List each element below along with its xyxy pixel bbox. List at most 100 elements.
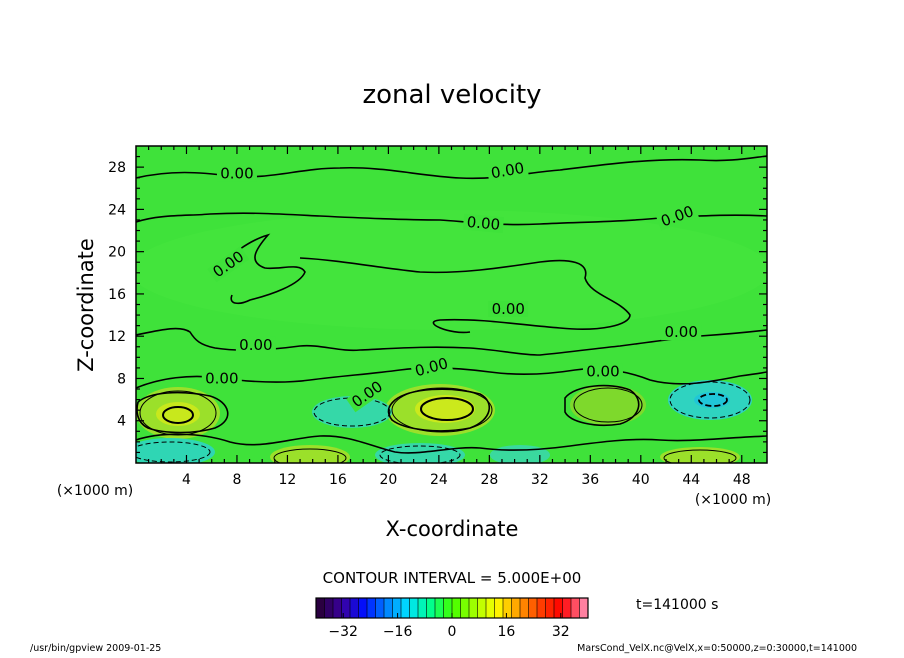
strong-contour — [420, 397, 474, 421]
contour-label: 0.00 — [490, 159, 526, 183]
colorbar-segment — [426, 598, 436, 618]
positive-contour — [139, 390, 217, 436]
x-tick-label: 20 — [379, 472, 397, 488]
colorbar-segment — [341, 598, 351, 618]
colorbar-segment — [520, 598, 529, 618]
colorbar-tick-label: −32 — [328, 624, 358, 640]
contour-label-bg — [201, 370, 242, 387]
colorbar-tick-label: 32 — [552, 624, 570, 640]
contour-line — [136, 391, 229, 434]
dashed-contour — [379, 445, 461, 463]
colorbar-tick-label: 16 — [497, 624, 515, 640]
contour-label-group: 0.00 — [488, 300, 529, 318]
colorbar-segment — [401, 598, 410, 618]
contour-label-bg — [661, 324, 702, 341]
negative-cell — [312, 396, 392, 428]
contour-label-group: 0.00 — [201, 370, 242, 388]
positive-contour — [573, 387, 643, 423]
y-tick-label: 16 — [108, 287, 126, 303]
y-unit-label: (×1000 m) — [57, 483, 133, 499]
contour-label-group: 0.00 — [235, 336, 276, 354]
contour-label-group: 0.00 — [486, 159, 529, 183]
colorbar-segment — [443, 598, 453, 618]
x-tick-label: 24 — [430, 472, 448, 488]
colorbar-segment — [384, 598, 393, 618]
positive-contour — [663, 449, 737, 463]
x-tick-label: 44 — [682, 472, 700, 488]
contour-label-bg — [486, 159, 529, 182]
colorbar-segment — [435, 598, 444, 618]
colorbar-segment — [554, 598, 563, 618]
contour-label-group: 0.00 — [582, 362, 623, 380]
colorbar-segment — [367, 598, 376, 618]
contour-label: 0.00 — [205, 370, 238, 388]
contour-label-bg — [410, 354, 453, 381]
colorbar-segment — [392, 598, 402, 618]
y-tick-label: 12 — [108, 329, 126, 345]
positive-contour — [391, 387, 493, 433]
time-label: t=141000 s — [636, 597, 718, 613]
chart-title: zonal velocity — [362, 80, 541, 110]
colorbar-segment — [316, 598, 325, 618]
x-tick-label: 40 — [632, 472, 650, 488]
contour-label-bg — [346, 376, 389, 413]
x-tick-label: 32 — [531, 472, 549, 488]
positive-contours — [139, 387, 737, 463]
x-unit-label: (×1000 m) — [695, 492, 771, 508]
contour-line — [136, 433, 767, 454]
contour-label: 0.00 — [239, 336, 272, 354]
contour-label-bg — [488, 300, 529, 317]
colorbar-segment — [545, 598, 555, 618]
x-tick-label: 28 — [480, 472, 498, 488]
colorbar-segment — [375, 598, 385, 618]
colorbar-segment — [528, 598, 538, 618]
contour-label: 0.00 — [664, 323, 697, 341]
colorbar-segment — [469, 598, 478, 618]
y-tick-label: 28 — [108, 160, 126, 176]
contour-label-group: 0.00 — [462, 213, 505, 234]
x-tick-label: 4 — [182, 472, 191, 488]
colorbar-segment — [571, 598, 580, 618]
contour-label-bg — [216, 165, 257, 182]
x-tick-label: 16 — [329, 472, 347, 488]
colorbar-tick-label: −16 — [383, 624, 413, 640]
footer-right: MarsCond_VelX.nc@VelX,x=0:50000,z=0:3000… — [577, 643, 857, 654]
contour-label: 0.00 — [466, 213, 501, 234]
contour-label: 0.00 — [220, 165, 253, 183]
y-tick-label: 20 — [108, 245, 126, 261]
velocity-field — [136, 155, 767, 463]
y-tick-label: 8 — [117, 371, 126, 387]
contour-label-bg — [462, 213, 505, 234]
contour-label-group: 0.00 — [216, 165, 257, 183]
strong-contours — [162, 397, 474, 424]
contour-label: 0.00 — [492, 300, 525, 318]
strong-negative-contour — [698, 393, 728, 407]
negative-cell — [490, 445, 550, 463]
y-tick-label: 4 — [117, 414, 126, 430]
colorbar-segment — [418, 598, 427, 618]
x-tick-label: 12 — [279, 472, 297, 488]
colorbar-segment — [486, 598, 495, 618]
contour-label-bg — [655, 201, 699, 231]
colorbar-segment — [579, 598, 589, 618]
colorbar-segment — [452, 598, 461, 618]
contour-label-bg — [235, 336, 276, 353]
colorbar: −32 −16 0 16 32 — [315, 597, 589, 640]
contour-line — [214, 233, 306, 305]
colorbar-segment — [537, 598, 546, 618]
strong-negative-contours — [698, 393, 728, 407]
y-tick-label: 24 — [108, 202, 126, 218]
dashed-contour — [136, 441, 211, 463]
strong-contour — [162, 406, 194, 424]
positive-contour — [273, 448, 347, 463]
colorbar-segment — [503, 598, 512, 618]
contour-label: 0.00 — [586, 362, 619, 380]
colorbar-segment — [333, 598, 342, 618]
x-tick-label: 8 — [232, 472, 241, 488]
positive-cell — [415, 395, 475, 423]
contour-line — [564, 384, 640, 427]
colorbar-segment — [409, 598, 419, 618]
positive-cell — [270, 445, 350, 463]
